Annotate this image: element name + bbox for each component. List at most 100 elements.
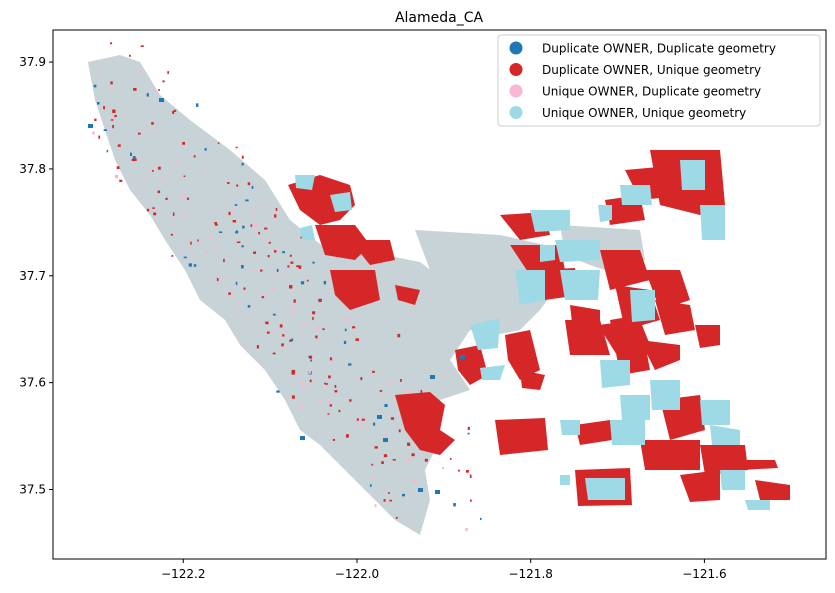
parcel-speck xyxy=(469,474,472,478)
parcel-speck xyxy=(266,331,270,334)
parcel-speck xyxy=(148,128,151,133)
parcel-dup-owner-unique-geom xyxy=(645,270,690,310)
parcel-speck xyxy=(259,340,262,343)
parcel-speck xyxy=(253,210,256,214)
parcel-speck xyxy=(374,503,377,508)
parcel-dup-owner-unique-geom xyxy=(395,285,420,305)
parcel-speck xyxy=(242,225,245,229)
parcel-speck xyxy=(388,381,391,385)
parcel-speck xyxy=(465,527,468,532)
parcel-unique-owner-unique-geom xyxy=(745,500,770,510)
parcel-speck xyxy=(271,328,273,333)
parcel-speck xyxy=(271,288,275,291)
parcel-speck xyxy=(103,129,107,132)
parcel-speck xyxy=(309,355,313,359)
parcel-speck xyxy=(349,399,352,402)
parcel-speck xyxy=(392,459,396,461)
parcel-speck xyxy=(379,390,383,392)
parcel-dup-owner-unique-geom xyxy=(680,470,720,502)
parcel-speck xyxy=(345,434,349,438)
parcel-speck xyxy=(152,207,155,209)
parcel-dup-owner-unique-geom xyxy=(495,418,548,455)
parcel-unique-owner-unique-geom xyxy=(560,475,570,485)
parcel-speck xyxy=(232,219,237,223)
parcel-map xyxy=(88,42,790,535)
parcel-dup-owner-dup-geom xyxy=(460,355,465,359)
parcel-speck xyxy=(116,166,120,169)
parcel-speck xyxy=(235,146,238,149)
parcel-speck xyxy=(397,333,401,338)
parcel-speck xyxy=(267,254,270,258)
parcel-speck xyxy=(467,426,470,431)
parcel-speck xyxy=(244,262,247,265)
parcel-dup-owner-dup-geom xyxy=(300,436,305,440)
parcel-speck xyxy=(299,381,303,385)
parcel-speck xyxy=(289,285,293,289)
parcel-speck xyxy=(322,328,325,331)
parcel-speck xyxy=(291,371,295,375)
parcel-speck xyxy=(228,292,231,295)
parcel-speck xyxy=(95,73,98,76)
parcel-speck xyxy=(442,467,445,470)
parcel-speck xyxy=(227,182,230,184)
parcel-dup-owner-unique-geom xyxy=(330,270,380,310)
parcel-speck xyxy=(274,250,277,253)
parcel-speck xyxy=(291,395,295,399)
parcel-speck xyxy=(247,182,251,186)
parcel-speck xyxy=(190,241,192,245)
parcel-speck xyxy=(356,418,359,421)
parcel-speck xyxy=(98,135,101,139)
parcel-speck xyxy=(265,321,269,325)
parcel-dup-owner-unique-geom xyxy=(575,420,612,445)
parcel-speck xyxy=(276,268,279,272)
parcel-speck xyxy=(243,287,246,290)
parcel-speck xyxy=(287,265,290,268)
parcel-speck xyxy=(384,404,388,408)
parcel-speck xyxy=(196,103,199,107)
parcel-speck xyxy=(165,197,168,200)
parcel-speck xyxy=(258,231,261,235)
parcel-speck xyxy=(325,383,328,385)
parcel-speck xyxy=(327,413,330,415)
parcel-speck xyxy=(308,370,312,374)
parcel-unique-owner-unique-geom xyxy=(295,175,315,190)
parcel-unique-owner-unique-geom xyxy=(585,478,625,500)
parcel-speck xyxy=(453,503,456,507)
parcel-speck xyxy=(383,454,388,458)
parcel-speck xyxy=(112,124,115,129)
parcel-speck xyxy=(151,169,154,172)
parcel-speck xyxy=(465,470,469,473)
x-tick-label: −122.2 xyxy=(161,567,205,581)
parcel-unique-owner-unique-geom xyxy=(480,365,505,380)
parcel-speck xyxy=(141,197,144,199)
parcel-speck xyxy=(361,418,365,421)
parcel-speck xyxy=(371,463,374,466)
parcel-unique-owner-unique-geom xyxy=(630,290,655,322)
parcel-speck xyxy=(241,162,244,166)
y-tick-label: 37.6 xyxy=(19,376,46,390)
parcel-dup-owner-dup-geom xyxy=(383,438,388,442)
parcel-dup-owner-unique-geom xyxy=(700,445,748,475)
parcel-speck xyxy=(309,379,312,383)
parcel-speck xyxy=(140,45,144,47)
plot-frame xyxy=(52,29,827,560)
parcel-unique-owner-unique-geom xyxy=(710,425,740,445)
parcel-dup-owner-unique-geom xyxy=(640,340,680,370)
parcel-speck xyxy=(316,327,320,331)
parcel-speck xyxy=(241,155,244,159)
parcel-speck xyxy=(394,397,398,400)
parcel-speck xyxy=(171,255,174,257)
parcel-speck xyxy=(291,308,295,312)
parcel-speck xyxy=(236,285,239,288)
parcel-speck xyxy=(260,239,263,242)
parcel-speck xyxy=(296,265,300,268)
parcel-speck xyxy=(298,265,302,269)
parcel-speck xyxy=(422,451,425,454)
parcel-speck xyxy=(267,292,270,297)
parcel-speck xyxy=(241,264,244,269)
parcel-speck xyxy=(324,382,326,385)
parcel-speck xyxy=(114,174,119,179)
parcel-dup-owner-unique-geom xyxy=(350,240,395,265)
parcel-speck xyxy=(301,406,304,410)
parcel-speck xyxy=(93,84,97,88)
